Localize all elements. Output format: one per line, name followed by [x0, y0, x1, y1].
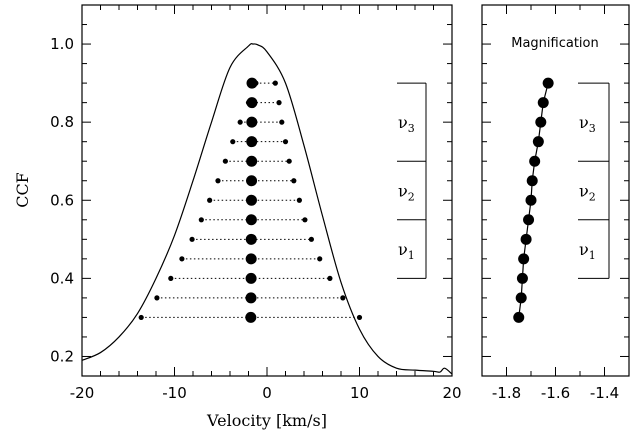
right-wing-point: [272, 80, 278, 86]
bisector-point: [246, 77, 258, 89]
bisector-point: [245, 311, 257, 323]
left-wing-point: [189, 236, 195, 242]
magnification-point: [523, 214, 535, 226]
magnification-point: [542, 77, 554, 89]
magnification-point: [518, 253, 530, 265]
magnification-tick-labels: -1.8 -1.6 -1.4: [492, 384, 619, 402]
side-x-tick-label: -1.4: [590, 384, 619, 402]
left-wing-point: [198, 217, 204, 223]
right-wing-point: [291, 178, 297, 184]
region-label-subscript: 1: [408, 249, 415, 262]
magnification-point: [516, 272, 528, 284]
magnification-panel: Magnification ν1 ν2 ν3 -1.8 -1.6 -1.4: [481, 4, 630, 402]
left-wing-point: [237, 119, 243, 125]
magnification-ticks: [481, 5, 630, 376]
left-wing-point: [230, 139, 236, 145]
right-wing-point: [302, 217, 308, 223]
right-wing-point: [276, 100, 282, 106]
left-wing-point: [154, 295, 160, 301]
left-wing-point: [179, 256, 185, 262]
x-tick-label: 0: [262, 384, 272, 402]
region-label-subscript: 3: [408, 122, 415, 135]
left-wing-point: [207, 197, 213, 203]
ccf-plot-frame: [81, 4, 453, 377]
ccf-profile-line: [81, 43, 453, 375]
right-wing-point: [317, 256, 323, 262]
x-tick-label: -20: [70, 384, 95, 402]
side-x-tick-label: -1.6: [541, 384, 570, 402]
side-region-label-subscript: 1: [589, 249, 596, 262]
bisector-point: [245, 233, 257, 245]
right-wing-point: [356, 314, 363, 321]
x-axis-title: Velocity [km/s]: [206, 411, 327, 430]
y-tick-label: 0.2: [50, 347, 74, 365]
region-label: ν1: [398, 240, 415, 262]
magnification-points: [513, 77, 554, 323]
ccf-panel: ν1 ν2 ν3 -20 -10 0 10 20 0.2 0.4 0.6 0.8 1.0 CCF Ve…: [13, 4, 462, 430]
left-wing-point: [168, 275, 174, 281]
left-wing-point: [222, 158, 228, 164]
y-tick-label: 0.6: [50, 191, 74, 209]
magnification-point: [529, 155, 541, 167]
left-wing-point: [138, 314, 144, 321]
ccf-tick-labels: -20 -10 0 10 20 0.2 0.4 0.6 0.8 1.0: [50, 35, 461, 402]
y-tick-label: 0.4: [50, 269, 74, 287]
region-label: ν3: [398, 113, 415, 135]
side-region-label-subscript: 3: [589, 122, 596, 135]
y-tick-label: 1.0: [50, 35, 74, 53]
bisector-point: [245, 253, 257, 265]
y-tick-label: 0.8: [50, 113, 74, 131]
right-wing-point: [340, 295, 346, 301]
bisector-point: [246, 175, 258, 187]
side-region-label: ν3: [579, 113, 596, 135]
magnification-point: [535, 116, 547, 128]
right-wing-point: [327, 275, 333, 281]
ccf-ticks: [81, 5, 453, 376]
magnification-point: [520, 233, 532, 245]
right-wing-point: [286, 158, 292, 164]
bisector-point: [246, 136, 258, 148]
bisector-point: [246, 155, 258, 167]
side-region-label: ν2: [579, 182, 596, 204]
right-wing-point: [296, 197, 302, 203]
region-brackets: ν1 ν2 ν3: [397, 82, 427, 279]
x-tick-label: 10: [350, 384, 369, 402]
x-tick-label: 20: [442, 384, 461, 402]
region-label: ν2: [398, 182, 415, 204]
magnification-point: [513, 311, 525, 323]
bisector-point: [245, 292, 257, 304]
magnification-point: [526, 175, 538, 187]
magnification-point: [532, 136, 544, 148]
side-x-tick-label: -1.8: [492, 384, 521, 402]
ccf-points: [138, 77, 363, 323]
right-wing-point: [279, 119, 285, 125]
magnification-point: [515, 292, 527, 304]
y-axis-title: CCF: [13, 172, 32, 208]
magnification-plot-frame: [481, 4, 630, 377]
bisector-point: [246, 116, 258, 128]
bisector-point: [245, 214, 257, 226]
magnification-point: [537, 97, 549, 109]
left-wing-point: [215, 178, 221, 184]
right-wing-point: [308, 236, 314, 242]
bisector-point: [246, 97, 258, 109]
bisector-point: [245, 194, 257, 206]
bisector-point: [245, 272, 257, 284]
region-label-subscript: 2: [408, 191, 415, 204]
side-region-label: ν1: [579, 240, 596, 262]
magnification-title: Magnification: [511, 36, 599, 51]
x-tick-label: -10: [162, 384, 187, 402]
magnification-region-brackets: ν1 ν2 ν3: [578, 82, 610, 279]
right-wing-point: [282, 139, 289, 145]
side-region-label-subscript: 2: [589, 191, 596, 204]
magnification-point: [525, 194, 537, 206]
